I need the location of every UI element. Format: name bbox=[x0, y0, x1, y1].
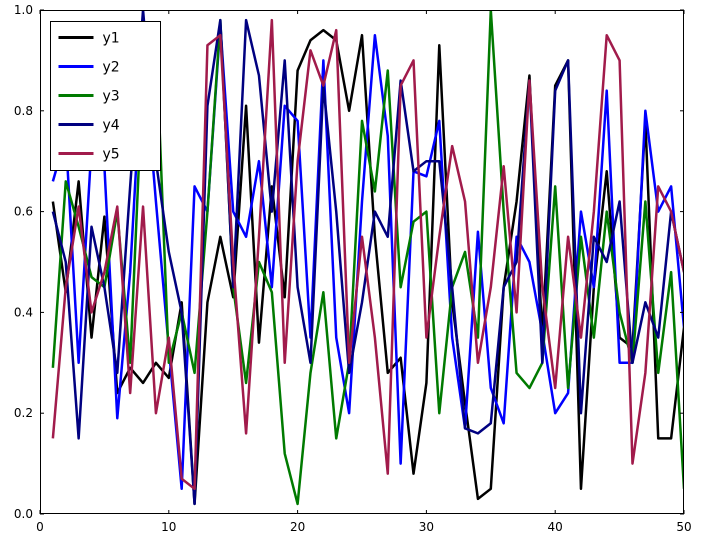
y-tick-label: 0.0 bbox=[14, 507, 33, 521]
legend-label-y1: y1 bbox=[103, 31, 120, 47]
series-line-y4 bbox=[51, 10, 684, 506]
series-line-y1 bbox=[51, 28, 684, 506]
y-tick-label: 1.0 bbox=[14, 3, 33, 17]
axes-frame bbox=[40, 10, 684, 514]
y-tick-label: 0.6 bbox=[14, 205, 33, 219]
series-line-y5 bbox=[51, 18, 684, 491]
x-tick-label: 50 bbox=[676, 520, 691, 534]
y-tick-label: 0.2 bbox=[14, 406, 33, 420]
legend-label-y5: y5 bbox=[103, 147, 120, 163]
x-tick-label: 30 bbox=[419, 520, 434, 534]
series-line-y2 bbox=[51, 23, 684, 491]
x-tick-label: 10 bbox=[161, 520, 176, 534]
legend: y1 y2 y3 y4 y5 bbox=[50, 21, 161, 171]
legend-label-y3: y3 bbox=[103, 89, 120, 105]
legend-label-y2: y2 bbox=[103, 60, 120, 76]
x-tick-label: 40 bbox=[548, 520, 563, 534]
x-tick-label: 20 bbox=[290, 520, 305, 534]
legend-label-y4: y4 bbox=[103, 118, 120, 134]
x-tick-label: 0 bbox=[36, 520, 44, 534]
y-tick-label: 0.8 bbox=[14, 104, 33, 118]
y-tick-label: 0.4 bbox=[14, 305, 33, 319]
